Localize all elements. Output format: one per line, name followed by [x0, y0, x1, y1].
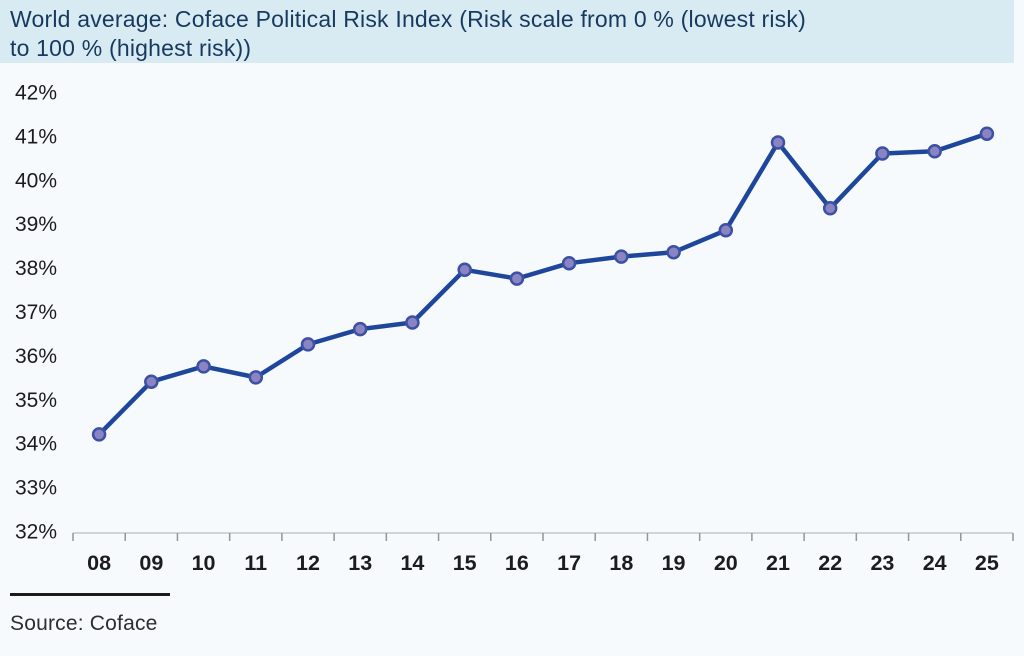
y-axis-tick-label: 35%: [15, 389, 57, 412]
data-point: [196, 359, 211, 374]
x-axis-tick-label: 22: [818, 551, 842, 575]
x-axis-tick-label: 10: [192, 551, 216, 575]
data-point: [927, 144, 942, 159]
source-label: Source: Coface: [10, 612, 158, 635]
y-axis-tick-label: 36%: [15, 345, 57, 368]
data-point: [509, 271, 525, 286]
x-axis-tick-label: 23: [870, 551, 894, 575]
x-axis-tick-label: 19: [662, 551, 686, 575]
source-divider: [10, 593, 170, 596]
x-axis-tick-label: 17: [557, 551, 581, 575]
y-axis-tick-label: 37%: [15, 301, 57, 324]
y-axis-tick-label: 33%: [15, 477, 57, 500]
x-axis-tick-label: 11: [244, 551, 267, 575]
y-axis-tick-label: 42%: [15, 82, 57, 105]
data-point: [666, 244, 681, 260]
data-point: [979, 126, 995, 141]
data-point: [352, 321, 368, 337]
x-axis-tick-label: 18: [609, 551, 633, 575]
data-point: [405, 315, 420, 330]
y-axis-tick-label: 41%: [15, 125, 57, 148]
data-point: [561, 255, 577, 271]
data-point: [822, 201, 838, 216]
x-axis-tick-label: 12: [296, 551, 320, 575]
x-axis-tick-label: 25: [975, 551, 999, 575]
x-axis-tick-label: 15: [453, 551, 477, 575]
data-point: [614, 249, 629, 264]
x-axis-tick-label: 21: [766, 551, 790, 575]
data-point: [248, 370, 264, 385]
data-point: [144, 374, 159, 389]
data-point: [770, 135, 786, 150]
x-axis-tick-label: 20: [714, 551, 738, 575]
data-point: [718, 223, 734, 238]
x-axis-tick-label: 08: [87, 551, 111, 575]
x-axis-tick-label: 09: [139, 551, 163, 575]
x-axis-tick-label: 16: [505, 551, 529, 575]
chart-title: World average: Coface Political Risk Ind…: [0, 0, 1014, 63]
y-axis-tick-label: 34%: [15, 433, 57, 456]
data-point: [91, 427, 107, 442]
data-point: [457, 262, 472, 278]
x-axis-tick-label: 13: [348, 551, 372, 575]
data-line: [96, 131, 990, 437]
y-axis-tick-label: 38%: [15, 257, 57, 280]
data-point: [875, 146, 890, 161]
risk-line-chart: 42% 41% 40% 39% 38% 37% 36% 35% 34% 33% 32% 08 09 10 1…: [15, 82, 1014, 575]
data-point: [300, 337, 316, 352]
y-axis-tick-label: 32%: [15, 521, 57, 544]
x-axis-tick-label: 24: [923, 551, 947, 575]
y-axis-tick-label: 40%: [15, 169, 57, 192]
y-axis-tick-label: 39%: [15, 213, 57, 236]
x-axis-tick-label: 14: [400, 551, 424, 575]
